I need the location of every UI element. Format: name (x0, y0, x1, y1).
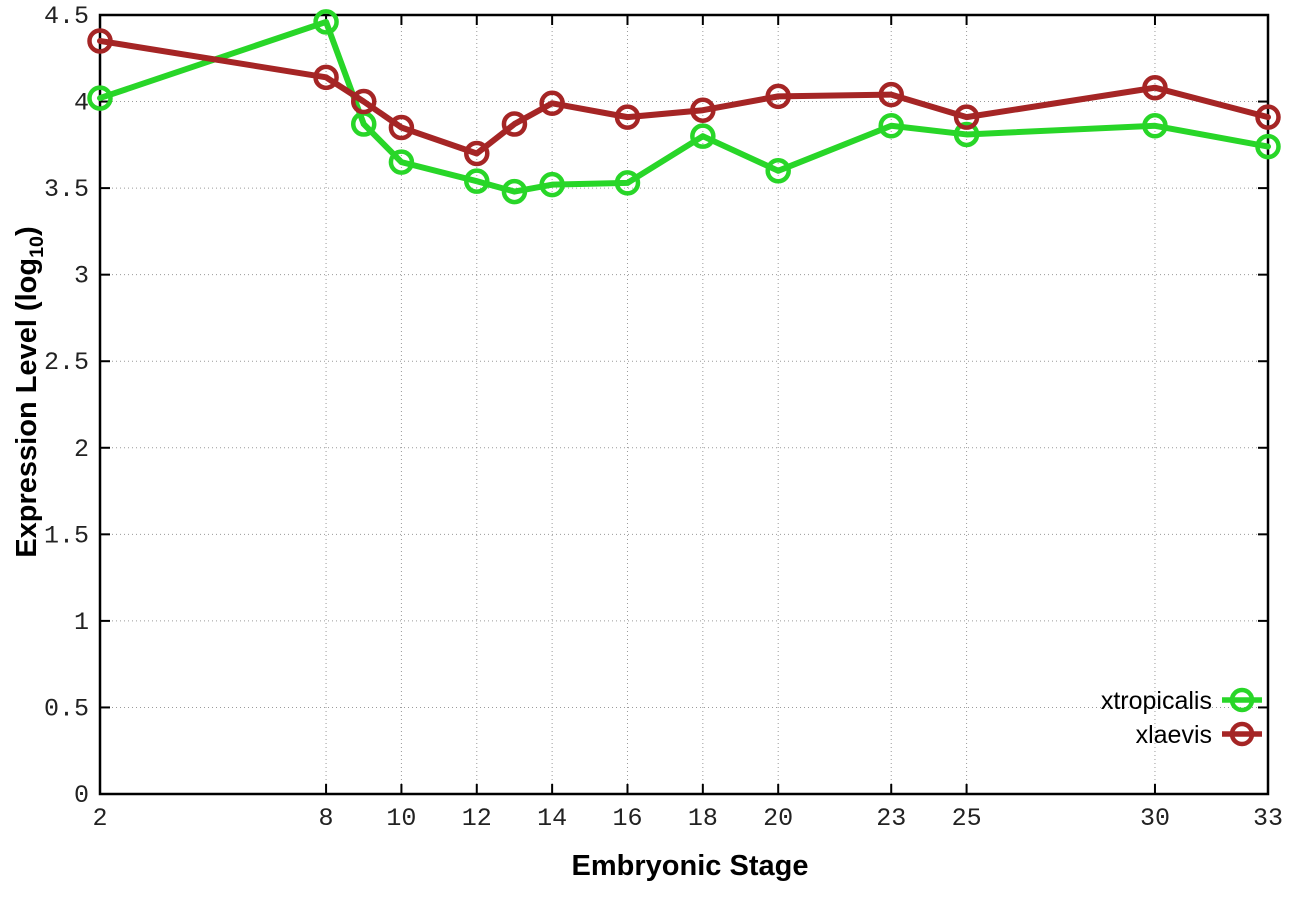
xlaevis-point (87, 28, 113, 54)
y-tick-label: 0.5 (44, 694, 89, 723)
legend-label-xlaevis: xlaevis (1136, 721, 1212, 749)
y-tick-label: 3.5 (44, 175, 89, 204)
xtropicalis-point (313, 9, 339, 35)
x-tick-labels: 2 8 10 12 14 16 18 20 23 25 30 33 (92, 804, 1283, 833)
y-tick-labels: 0 0.5 1 1.5 2 2.5 3 3.5 4 4.5 (44, 2, 89, 810)
xtropicalis-point (690, 123, 716, 149)
y-axis-title-close: ) (11, 226, 44, 236)
y-tick-label: 3 (74, 262, 89, 291)
xlaevis-point (1142, 74, 1168, 101)
x-tick-label: 20 (763, 804, 793, 833)
x-tick-label: 30 (1140, 804, 1170, 833)
x-tick-label: 14 (537, 804, 567, 833)
gridlines (100, 15, 1268, 794)
x-tick-label: 18 (688, 804, 718, 833)
x-tick-label: 23 (876, 804, 906, 833)
xtropicalis-point (765, 158, 791, 184)
x-tick-label: 10 (386, 804, 416, 833)
y-tick-label: 1 (74, 608, 89, 637)
series-xlaevis (87, 28, 1281, 167)
legend-label-xtropicalis: xtropicalis (1101, 687, 1212, 715)
xlaevis-point (765, 83, 791, 110)
xtropicalis-point (1255, 133, 1281, 160)
y-axis-title-subscript: 10 (25, 235, 48, 258)
x-tick-label: 2 (92, 804, 107, 833)
xtropicalis-point (1142, 113, 1168, 139)
y-tick-label: 4.5 (44, 2, 89, 31)
plot-border (98, 13, 1270, 796)
series-xtropicalis (87, 9, 1281, 205)
xtropicalis-point (87, 85, 113, 111)
y-axis-title-text: Expression Level (log (11, 257, 44, 558)
x-axis-title: Embryonic Stage (571, 850, 809, 882)
xtropicalis-line (97, 18, 1271, 195)
y-tick-label: 1.5 (44, 521, 89, 550)
y-tick-label: 0 (74, 781, 89, 810)
xtropicalis-point (464, 168, 490, 194)
xlaevis-point (464, 140, 490, 167)
xlaevis-point (388, 114, 415, 141)
xtropicalis-point (614, 170, 641, 196)
xtropicalis-point (539, 171, 565, 198)
xlaevis-point (1255, 104, 1281, 130)
xlaevis-point (313, 64, 339, 91)
legend-entry-xtropicalis: xtropicalis (1101, 687, 1262, 715)
xlaevis-point (539, 90, 565, 117)
xlaevis-point (690, 97, 716, 123)
x-tick-label: 25 (952, 804, 982, 833)
legend-marker-sample (1229, 721, 1255, 747)
xlaevis-point (614, 104, 641, 130)
x-tick-label: 12 (462, 804, 492, 833)
xtropicalis-point (501, 178, 528, 205)
x-tick-label: 8 (319, 804, 334, 833)
legend: xtropicalis xlaevis (1101, 687, 1262, 749)
xtropicalis-point (878, 113, 904, 139)
xlaevis-point (350, 88, 377, 115)
xtropicalis-point (388, 149, 415, 175)
tick-marks (99, 14, 1269, 795)
legend-entry-xlaevis: xlaevis (1136, 721, 1262, 749)
xlaevis-line (97, 37, 1271, 157)
y-tick-label: 2.5 (44, 348, 89, 377)
y-axis-title: Expression Level (log10) (11, 226, 49, 557)
x-tick-label: 16 (612, 804, 642, 833)
xlaevis-point (501, 111, 528, 137)
xtropicalis-point (953, 121, 980, 148)
y-tick-label: 4 (74, 89, 89, 118)
y-tick-label: 2 (74, 435, 89, 464)
legend-marker-sample (1229, 687, 1255, 713)
x-tick-label: 33 (1253, 804, 1283, 833)
xlaevis-point (878, 81, 904, 108)
xlaevis-point (953, 104, 980, 130)
